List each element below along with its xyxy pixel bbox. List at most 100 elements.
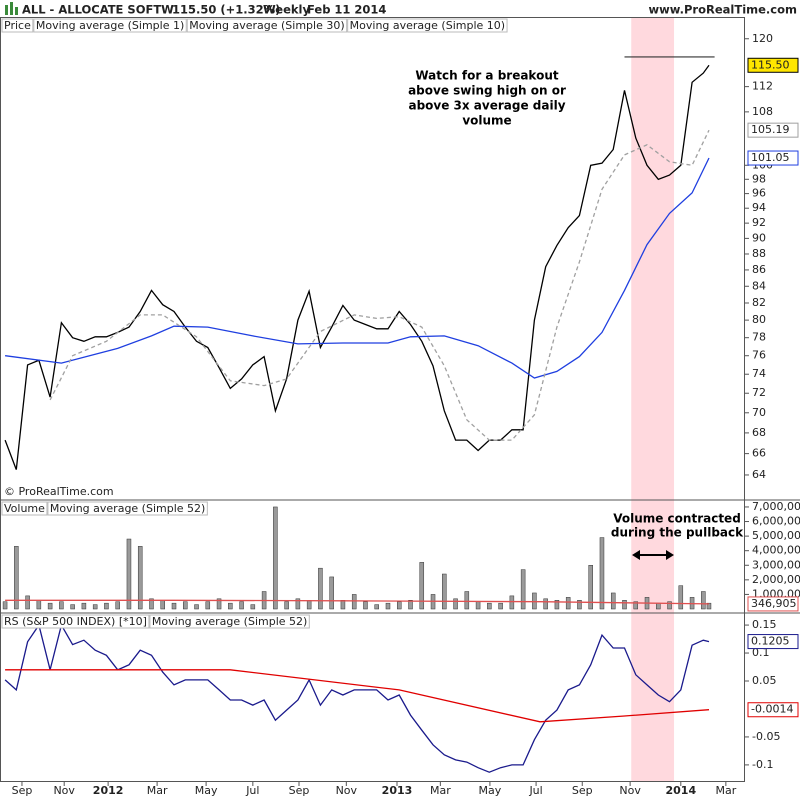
y-tick-label: 70 — [752, 406, 766, 419]
y-tick-label: 0.1 — [752, 646, 770, 659]
volume-bar — [329, 576, 334, 610]
last-value-box — [747, 122, 799, 138]
last-value-box — [747, 596, 799, 612]
x-tick-label: May — [479, 784, 502, 797]
volume-bar — [228, 602, 233, 610]
price-change: 115.50 (+1.32%) — [172, 3, 280, 17]
y-tick-label: 6,000,000K — [752, 515, 800, 528]
last-value-label: 105.19 — [751, 123, 790, 136]
volume-bar — [543, 598, 548, 610]
volume-bar — [464, 591, 470, 610]
y-tick-label: 94 — [752, 201, 766, 214]
volume-bar — [160, 600, 165, 610]
y-tick-label: 90 — [752, 231, 766, 244]
legend-entry: Moving average (Simple 10) — [350, 19, 505, 32]
volume-bar — [250, 604, 256, 610]
annotation: Volume contracted — [613, 512, 741, 526]
y-tick-label: 64 — [752, 468, 766, 481]
frame — [0, 17, 745, 782]
volume-bar — [126, 538, 132, 610]
volume-bar — [599, 537, 605, 610]
y-tick-label: 72 — [752, 386, 766, 399]
volume-bar — [36, 600, 42, 610]
y-tick-label: 2,000,000K — [752, 573, 800, 586]
volume-bar — [351, 594, 357, 610]
last-value-box — [747, 702, 799, 718]
volume-bar — [374, 604, 379, 610]
last-value-box — [747, 634, 799, 650]
volume-bar — [104, 602, 109, 610]
series-line — [49, 129, 710, 441]
icon — [5, 5, 8, 15]
legend-box — [1, 614, 150, 629]
legend-entry: Moving average (Simple 1) — [36, 19, 184, 32]
legend-box — [1, 18, 34, 33]
x-tick-label: Sep — [12, 784, 33, 797]
icon — [10, 2, 13, 15]
volume-bar — [59, 601, 64, 610]
annotation: Watch for a breakout — [415, 69, 559, 83]
series-line — [5, 599, 710, 605]
volume-bar — [475, 601, 481, 610]
volume-bar — [408, 600, 413, 610]
y-tick-label: 82 — [752, 296, 766, 309]
x-tick-label: Nov — [336, 784, 358, 797]
highlight-band — [631, 17, 675, 782]
volume-bar — [656, 602, 661, 610]
ticker-title: ALL - ALLOCATE SOFTW — [22, 3, 174, 17]
y-tick-label: 74 — [752, 367, 766, 380]
volume-bar — [633, 601, 639, 610]
y-tick-label: 98 — [752, 172, 766, 185]
y-tick-label: 0.15 — [752, 618, 777, 631]
volume-bar — [442, 573, 447, 610]
volume-bar — [171, 602, 177, 610]
volume-bar — [498, 602, 503, 610]
annotation: during the pullback — [611, 526, 744, 540]
x-tick-label: Mar — [715, 784, 736, 797]
legend-box — [186, 18, 348, 33]
y-tick-label: 86 — [752, 263, 766, 276]
volume-bar — [706, 602, 712, 610]
volume-bar — [577, 600, 582, 610]
y-tick-label: 3,000,000K — [752, 558, 800, 571]
legend-box — [1, 501, 48, 516]
volume-bar — [47, 602, 53, 610]
volume-bar — [610, 592, 616, 610]
y-tick-label: -0.05 — [752, 730, 780, 743]
volume-bar — [306, 600, 312, 610]
y-tick-label: 4,000,000K — [752, 544, 800, 557]
legend-entry: Price — [4, 19, 31, 32]
volume-bar — [239, 601, 244, 610]
y-tick-label: 76 — [752, 349, 766, 362]
volume-bar — [588, 565, 593, 610]
last-value-label: 101.05 — [751, 151, 790, 164]
legend-entry: Moving average (Simple 52) — [50, 502, 205, 515]
y-tick-label: 84 — [752, 279, 766, 292]
volume-bar — [509, 595, 515, 610]
y-tick-label: 80 — [752, 313, 766, 326]
x-tick-label: Sep — [572, 784, 593, 797]
y-tick-label: 0.05 — [752, 674, 777, 687]
legend-box — [47, 501, 208, 516]
y-tick-label: 66 — [752, 447, 766, 460]
volume-bar — [318, 567, 323, 610]
site: www.ProRealTime.com — [648, 3, 797, 17]
x-tick-label: Nov — [53, 784, 75, 797]
volume-bar — [149, 598, 154, 610]
volume-bar — [92, 604, 98, 610]
x-tick-label: Jul — [245, 784, 259, 797]
series-line — [4, 64, 710, 470]
volume-bar — [363, 601, 368, 610]
volume-bar — [205, 601, 211, 610]
volume-bar — [81, 602, 87, 610]
y-tick-label: 78 — [752, 331, 766, 344]
x-tick-label: 2014 — [665, 784, 696, 797]
y-tick-label: 88 — [752, 247, 766, 260]
volume-bar — [295, 598, 301, 610]
y-tick-label: 5,000,000K — [752, 529, 800, 542]
volume-bar — [284, 601, 289, 610]
y-tick-label: 7,000,000K — [752, 500, 800, 513]
last-value-label: 115.50 — [751, 58, 790, 71]
series-line — [5, 157, 710, 379]
